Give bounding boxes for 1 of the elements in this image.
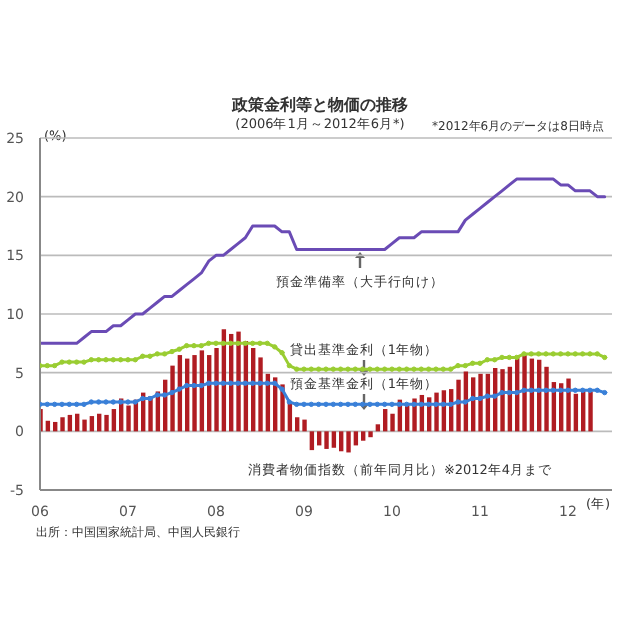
chart-title: 政策金利等と物価の推移 bbox=[232, 96, 408, 114]
